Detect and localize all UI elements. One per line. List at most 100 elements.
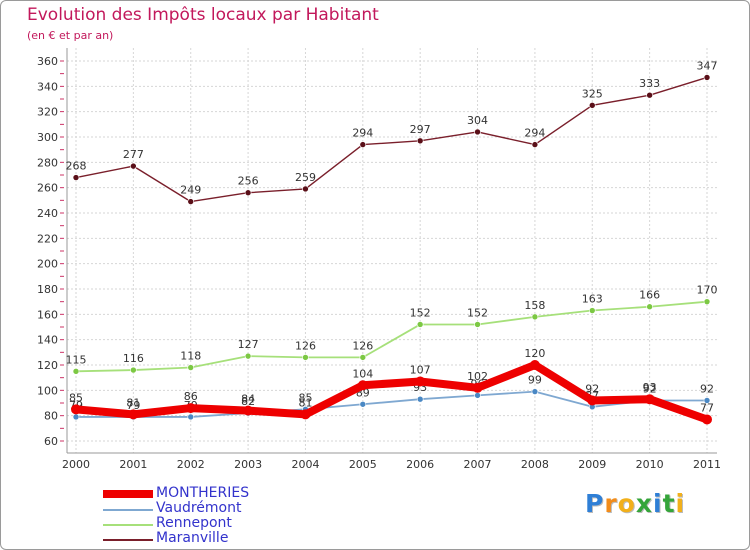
- data-point-vaudrmont: [72, 413, 80, 421]
- legend-swatch-montheries: [103, 490, 153, 498]
- data-point-vaudrmont: [531, 388, 539, 395]
- data-point-rennepont: [646, 303, 653, 311]
- data-point-montheries: [529, 360, 540, 370]
- data-point-rennepont: [359, 354, 367, 361]
- data-label-rennepont: 170: [697, 284, 718, 297]
- data-point-montheries: [357, 380, 368, 391]
- data-point-montheries: [128, 409, 139, 420]
- data-label-maranville: 294: [524, 127, 545, 140]
- data-point-montheries: [415, 376, 426, 387]
- chart-title: Evolution des Impôts locaux par Habitant: [27, 5, 379, 25]
- data-label-maranville: 294: [352, 127, 373, 140]
- data-point-montheries: [243, 405, 254, 416]
- data-label-maranville: 259: [295, 171, 316, 184]
- legend-label-rennepont: Rennepont: [156, 515, 232, 531]
- series-line-maranville: [75, 76, 708, 203]
- data-label-maranville: 256: [238, 175, 259, 188]
- logo-letter: x: [635, 489, 653, 518]
- data-label-montheries: 84: [241, 393, 255, 406]
- x-tick-label: 2008: [521, 458, 549, 471]
- data-label-vaudrmont: 85: [298, 391, 312, 404]
- data-point-rennepont: [416, 321, 424, 328]
- legend-label-maranville: Maranville: [156, 530, 229, 546]
- data-point-rennepont: [72, 368, 80, 375]
- data-point-rennepont: [531, 313, 539, 321]
- data-point-maranville: [130, 162, 137, 170]
- x-tick-label: 2001: [119, 458, 147, 471]
- data-point-maranville: [187, 198, 195, 205]
- data-point-vaudrmont: [416, 395, 424, 403]
- data-label-montheries: 92: [585, 382, 599, 395]
- chart-subtitle: (en € et par an): [27, 29, 114, 42]
- data-point-rennepont: [130, 366, 137, 374]
- legend-label-vaudremont: Vaudrémont: [156, 500, 242, 516]
- data-label-vaudrmont: 92: [700, 382, 714, 395]
- data-label-maranville: 347: [697, 59, 718, 72]
- data-label-vaudrmont: 99: [528, 374, 542, 387]
- data-label-rennepont: 115: [66, 353, 87, 366]
- legend-swatch-rennepont: [103, 524, 153, 526]
- y-tick-label: 340: [37, 80, 58, 93]
- logo-letter: i: [675, 489, 686, 518]
- data-point-rennepont: [703, 298, 711, 305]
- x-tick-label: 2011: [693, 458, 721, 471]
- logo-letter: P: [585, 489, 605, 518]
- series-line-vaudrmont: [75, 390, 708, 418]
- data-label-rennepont: 166: [639, 289, 660, 302]
- x-tick-label: 2005: [349, 458, 377, 471]
- data-label-rennepont: 126: [295, 339, 316, 352]
- data-point-maranville: [588, 102, 596, 109]
- data-point-montheries: [644, 394, 655, 405]
- y-tick-label: 360: [37, 55, 58, 68]
- data-label-rennepont: 127: [238, 338, 259, 351]
- data-point-maranville: [416, 137, 424, 145]
- data-label-maranville: 304: [467, 114, 488, 127]
- y-tick-label: 320: [37, 106, 58, 119]
- y-tick-label: 280: [37, 156, 58, 169]
- data-label-maranville: 333: [639, 77, 660, 90]
- data-point-vaudrmont: [187, 413, 195, 421]
- logo-letter: t: [662, 489, 676, 518]
- data-point-rennepont: [244, 352, 252, 360]
- data-label-rennepont: 126: [352, 339, 373, 352]
- y-tick-label: 240: [37, 207, 58, 220]
- x-tick-label: 2000: [62, 458, 90, 471]
- legend-swatch-maranville: [103, 539, 153, 541]
- data-label-montheries: 85: [69, 391, 83, 404]
- y-tick-label: 80: [44, 410, 58, 423]
- x-tick-label: 2003: [234, 458, 262, 471]
- data-label-montheries: 86: [184, 390, 198, 403]
- data-label-maranville: 277: [123, 148, 144, 161]
- data-label-montheries: 107: [410, 363, 431, 376]
- x-tick-label: 2006: [406, 458, 434, 471]
- plot-area: [67, 48, 717, 453]
- data-point-rennepont: [588, 307, 596, 314]
- x-tick-label: 2004: [291, 458, 319, 471]
- data-label-montheries: 93: [643, 381, 657, 394]
- y-tick-label: 300: [37, 131, 58, 144]
- y-tick-label: 160: [37, 308, 58, 321]
- y-tick-label: 120: [37, 359, 58, 372]
- logo-letter: i: [653, 489, 663, 518]
- data-label-montheries: 120: [524, 347, 545, 360]
- x-tick-label: 2009: [578, 458, 606, 471]
- logo-letter: o: [617, 489, 636, 518]
- y-tick-label: 200: [37, 258, 58, 271]
- logo-letter: r: [604, 489, 618, 518]
- data-point-maranville: [703, 74, 711, 81]
- data-point-rennepont: [187, 364, 195, 371]
- data-point-maranville: [359, 141, 367, 148]
- data-point-montheries: [185, 403, 196, 414]
- data-point-maranville: [474, 128, 481, 136]
- legend-label-montheries: MONTHERIES: [156, 485, 250, 501]
- data-label-rennepont: 118: [180, 350, 201, 363]
- data-label-rennepont: 163: [582, 293, 603, 306]
- data-label-rennepont: 152: [410, 306, 431, 319]
- data-label-maranville: 325: [582, 87, 603, 100]
- data-label-maranville: 249: [180, 184, 201, 197]
- data-label-rennepont: 152: [467, 306, 488, 319]
- data-point-montheries: [71, 404, 81, 415]
- y-tick-label: 180: [37, 283, 58, 296]
- y-tick-label: 140: [37, 334, 58, 347]
- data-label-vaudrmont: 82: [241, 395, 255, 408]
